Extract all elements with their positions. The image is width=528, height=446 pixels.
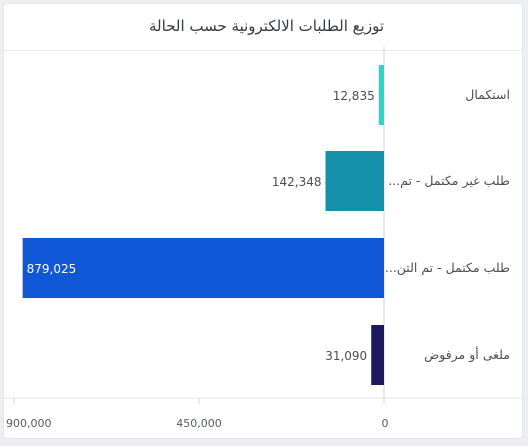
chart-header: توزيع الطلبات الالكترونية حسب الحالة: [4, 4, 522, 51]
bar-value-label: 31,090: [325, 349, 367, 363]
bar-1: [378, 65, 384, 125]
x-tick-label: 450,000: [176, 417, 222, 430]
category-label: ملغى أو مرفوض: [424, 346, 510, 363]
bar-4: [371, 325, 384, 385]
x-tick-label: 0: [382, 417, 389, 430]
bar-2: [325, 151, 384, 211]
category-label: طلب مكتمل - تم التن...: [385, 260, 510, 276]
bar-value-label: 142,348: [272, 175, 322, 189]
bar-value-label: 879,025: [27, 262, 77, 276]
bar-3: [22, 238, 385, 298]
bar-value-label: 12,835: [333, 89, 375, 103]
category-label: استكمال: [465, 87, 510, 102]
x-tick-label: 900,000: [6, 417, 52, 430]
chart-title: توزيع الطلبات الالكترونية حسب الحالة: [149, 17, 384, 35]
category-label: طلب غير مكتمل - تم...: [388, 173, 510, 189]
chart-card: توزيع الطلبات الالكترونية حسب الحالة: [4, 4, 522, 438]
